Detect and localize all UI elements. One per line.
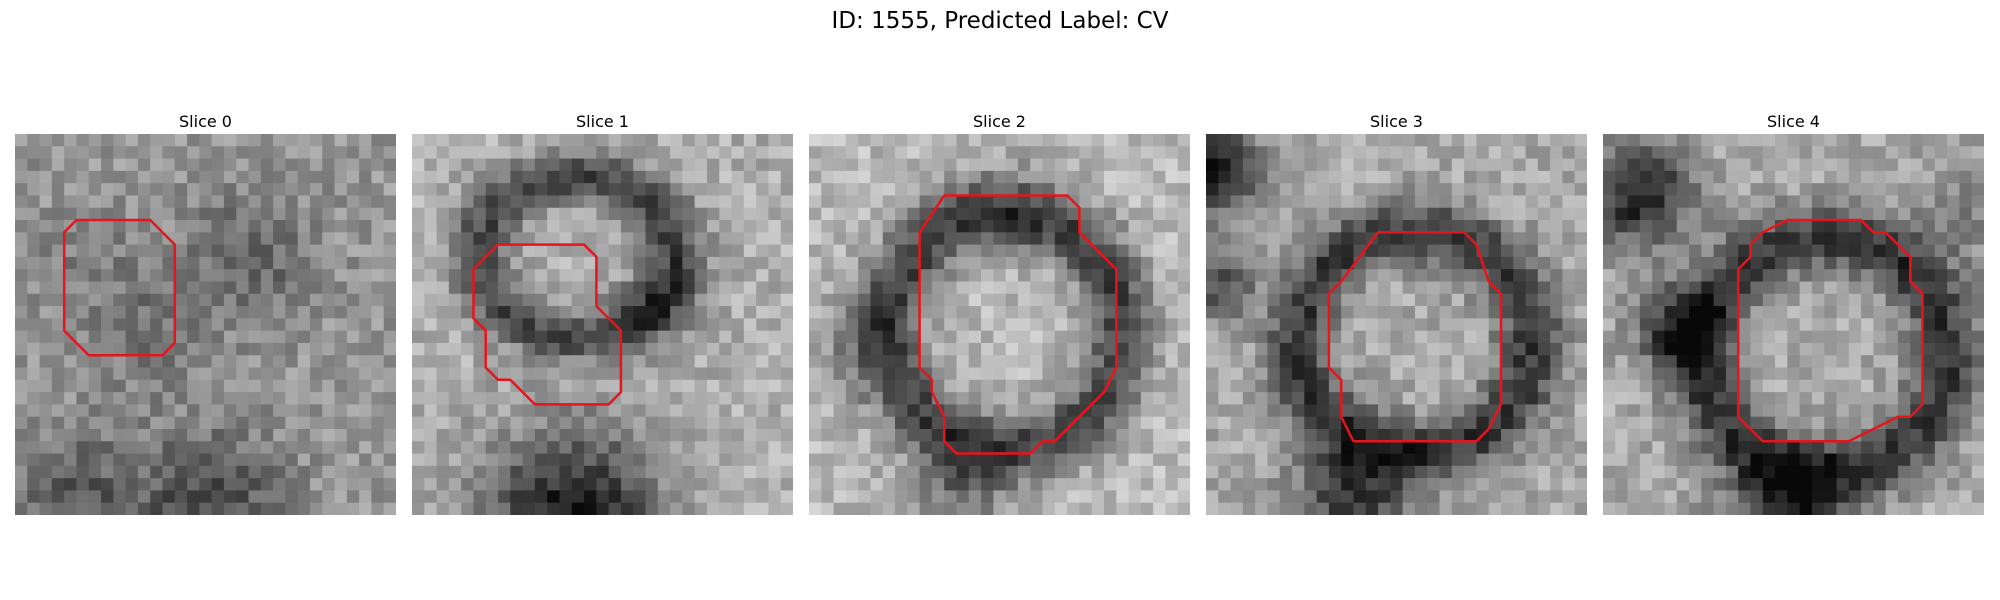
slice-panel-0: Slice 0 <box>15 110 396 515</box>
micrograph-pixels <box>809 134 1190 515</box>
slice-image-2 <box>809 134 1190 515</box>
slice-title: Slice 2 <box>973 112 1026 131</box>
slice-panel-3: Slice 3 <box>1206 110 1587 515</box>
micrograph-pixels <box>15 134 396 515</box>
segmentation-contour <box>472 243 623 406</box>
slice-title: Slice 3 <box>1370 112 1423 131</box>
segmentation-contour <box>1736 218 1924 443</box>
segmentation-contour <box>918 194 1118 455</box>
slice-title: Slice 1 <box>576 112 629 131</box>
slice-title: Slice 4 <box>1767 112 1820 131</box>
slice-title: Slice 0 <box>179 112 232 131</box>
micrograph-pixels <box>412 134 793 515</box>
segmentation-contour <box>1327 231 1503 443</box>
micrograph-pixels <box>1603 134 1984 515</box>
slice-image-1 <box>412 134 793 515</box>
micrograph-pixels <box>1206 134 1587 515</box>
segmentation-contour <box>62 218 177 357</box>
slice-panel-2: Slice 2 <box>809 110 1190 515</box>
figure-title: ID: 1555, Predicted Label: CV <box>831 8 1169 34</box>
slice-image-0 <box>15 134 396 515</box>
slice-panel-4: Slice 4 <box>1603 110 1984 515</box>
slice-image-4 <box>1603 134 1984 515</box>
slice-panel-1: Slice 1 <box>412 110 793 515</box>
slice-image-3 <box>1206 134 1587 515</box>
